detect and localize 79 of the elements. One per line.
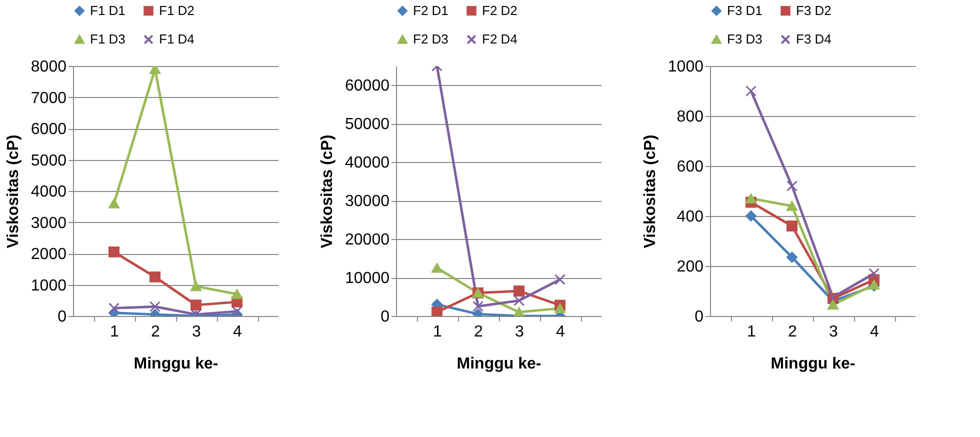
point — [786, 252, 798, 263]
y-tick-label: 0 — [58, 308, 67, 326]
legend-label: F2 D4 — [482, 32, 518, 46]
y-tick-label: 8000 — [30, 58, 67, 76]
legend-label: F2 D2 — [482, 2, 518, 18]
y-tick-label: 0 — [694, 308, 704, 326]
point — [150, 271, 160, 282]
point — [190, 300, 202, 311]
y-tick-label: 1000 — [30, 277, 67, 294]
y-tick-label: 30000 — [345, 193, 390, 210]
point — [150, 66, 160, 74]
point — [554, 274, 566, 285]
point — [432, 263, 442, 273]
point — [786, 180, 798, 192]
point — [472, 300, 484, 312]
x-tick-label: 2 — [788, 324, 798, 340]
legend-label: F2 D1 — [413, 2, 448, 18]
x-tick-label: 1 — [747, 324, 756, 340]
y-tick-label: 10000 — [345, 270, 390, 288]
y-tick-label: 1000 — [668, 58, 704, 76]
y-tick-label: 4000 — [30, 184, 67, 200]
point — [746, 210, 756, 222]
x-axis-title: Minggu ke- — [134, 356, 218, 372]
point — [514, 286, 524, 296]
y-tick-label: 7000 — [30, 90, 67, 107]
point — [786, 220, 798, 232]
y-tick-label: 400 — [676, 208, 704, 226]
x-tick-label: 3 — [192, 324, 202, 340]
y-tick-label: 600 — [676, 158, 704, 176]
x-tick-label: 2 — [151, 324, 160, 340]
y-tick-label: 800 — [676, 108, 704, 126]
x-tick-label: 4 — [556, 324, 566, 340]
x-tick-label: 1 — [110, 324, 120, 340]
point — [746, 86, 756, 96]
legend-label: F2 D3 — [413, 32, 448, 46]
point — [828, 300, 838, 310]
point — [432, 306, 442, 316]
x-tick-label: 3 — [829, 324, 838, 340]
point — [786, 201, 798, 211]
legend-label: F1 D1 — [90, 2, 126, 18]
point — [108, 302, 120, 314]
point — [108, 198, 120, 208]
y-tick-label: 6000 — [30, 121, 67, 138]
legend-label: F1 D3 — [90, 32, 126, 46]
x-tick-label: 4 — [233, 324, 242, 340]
x-axis-title: Minggu ke- — [770, 356, 856, 372]
y-axis-title: Viskositas (cP) — [642, 134, 659, 248]
legend-label: F1 D4 — [159, 32, 194, 46]
y-axis-title: Viskositas (cP) — [4, 134, 22, 248]
point — [514, 295, 524, 306]
y-axis-title: Viskositas (cP) — [319, 134, 336, 248]
y-tick-label: 50000 — [345, 116, 390, 134]
legend-label: F3 D4 — [796, 32, 832, 46]
legend-label: F3 D3 — [727, 32, 762, 46]
x-tick-label: 2 — [474, 324, 484, 340]
y-tick-label: 200 — [676, 258, 704, 276]
point — [108, 246, 120, 258]
y-tick-label: 40000 — [345, 154, 390, 172]
point — [150, 301, 160, 312]
legend-label: F3 D1 — [727, 2, 762, 18]
y-tick-label: 2000 — [30, 246, 67, 263]
x-axis-title: Minggu ke- — [456, 356, 542, 372]
y-tick-label: 0 — [380, 308, 390, 326]
y-tick-label: 20000 — [345, 232, 390, 249]
x-tick-label: 4 — [870, 324, 880, 340]
x-tick-label: 1 — [433, 324, 442, 340]
point — [868, 268, 880, 279]
y-tick-label: 60000 — [345, 78, 390, 95]
x-tick-label: 3 — [515, 324, 524, 340]
legend-label: F1 D2 — [159, 2, 194, 18]
point — [554, 303, 566, 314]
legend-label: F3 D2 — [796, 2, 832, 18]
point — [232, 289, 242, 299]
point — [746, 194, 756, 204]
y-tick-label: 3000 — [30, 214, 67, 232]
point — [514, 307, 524, 316]
y-tick-label: 5000 — [30, 152, 67, 170]
point — [190, 281, 202, 292]
point — [232, 306, 242, 316]
